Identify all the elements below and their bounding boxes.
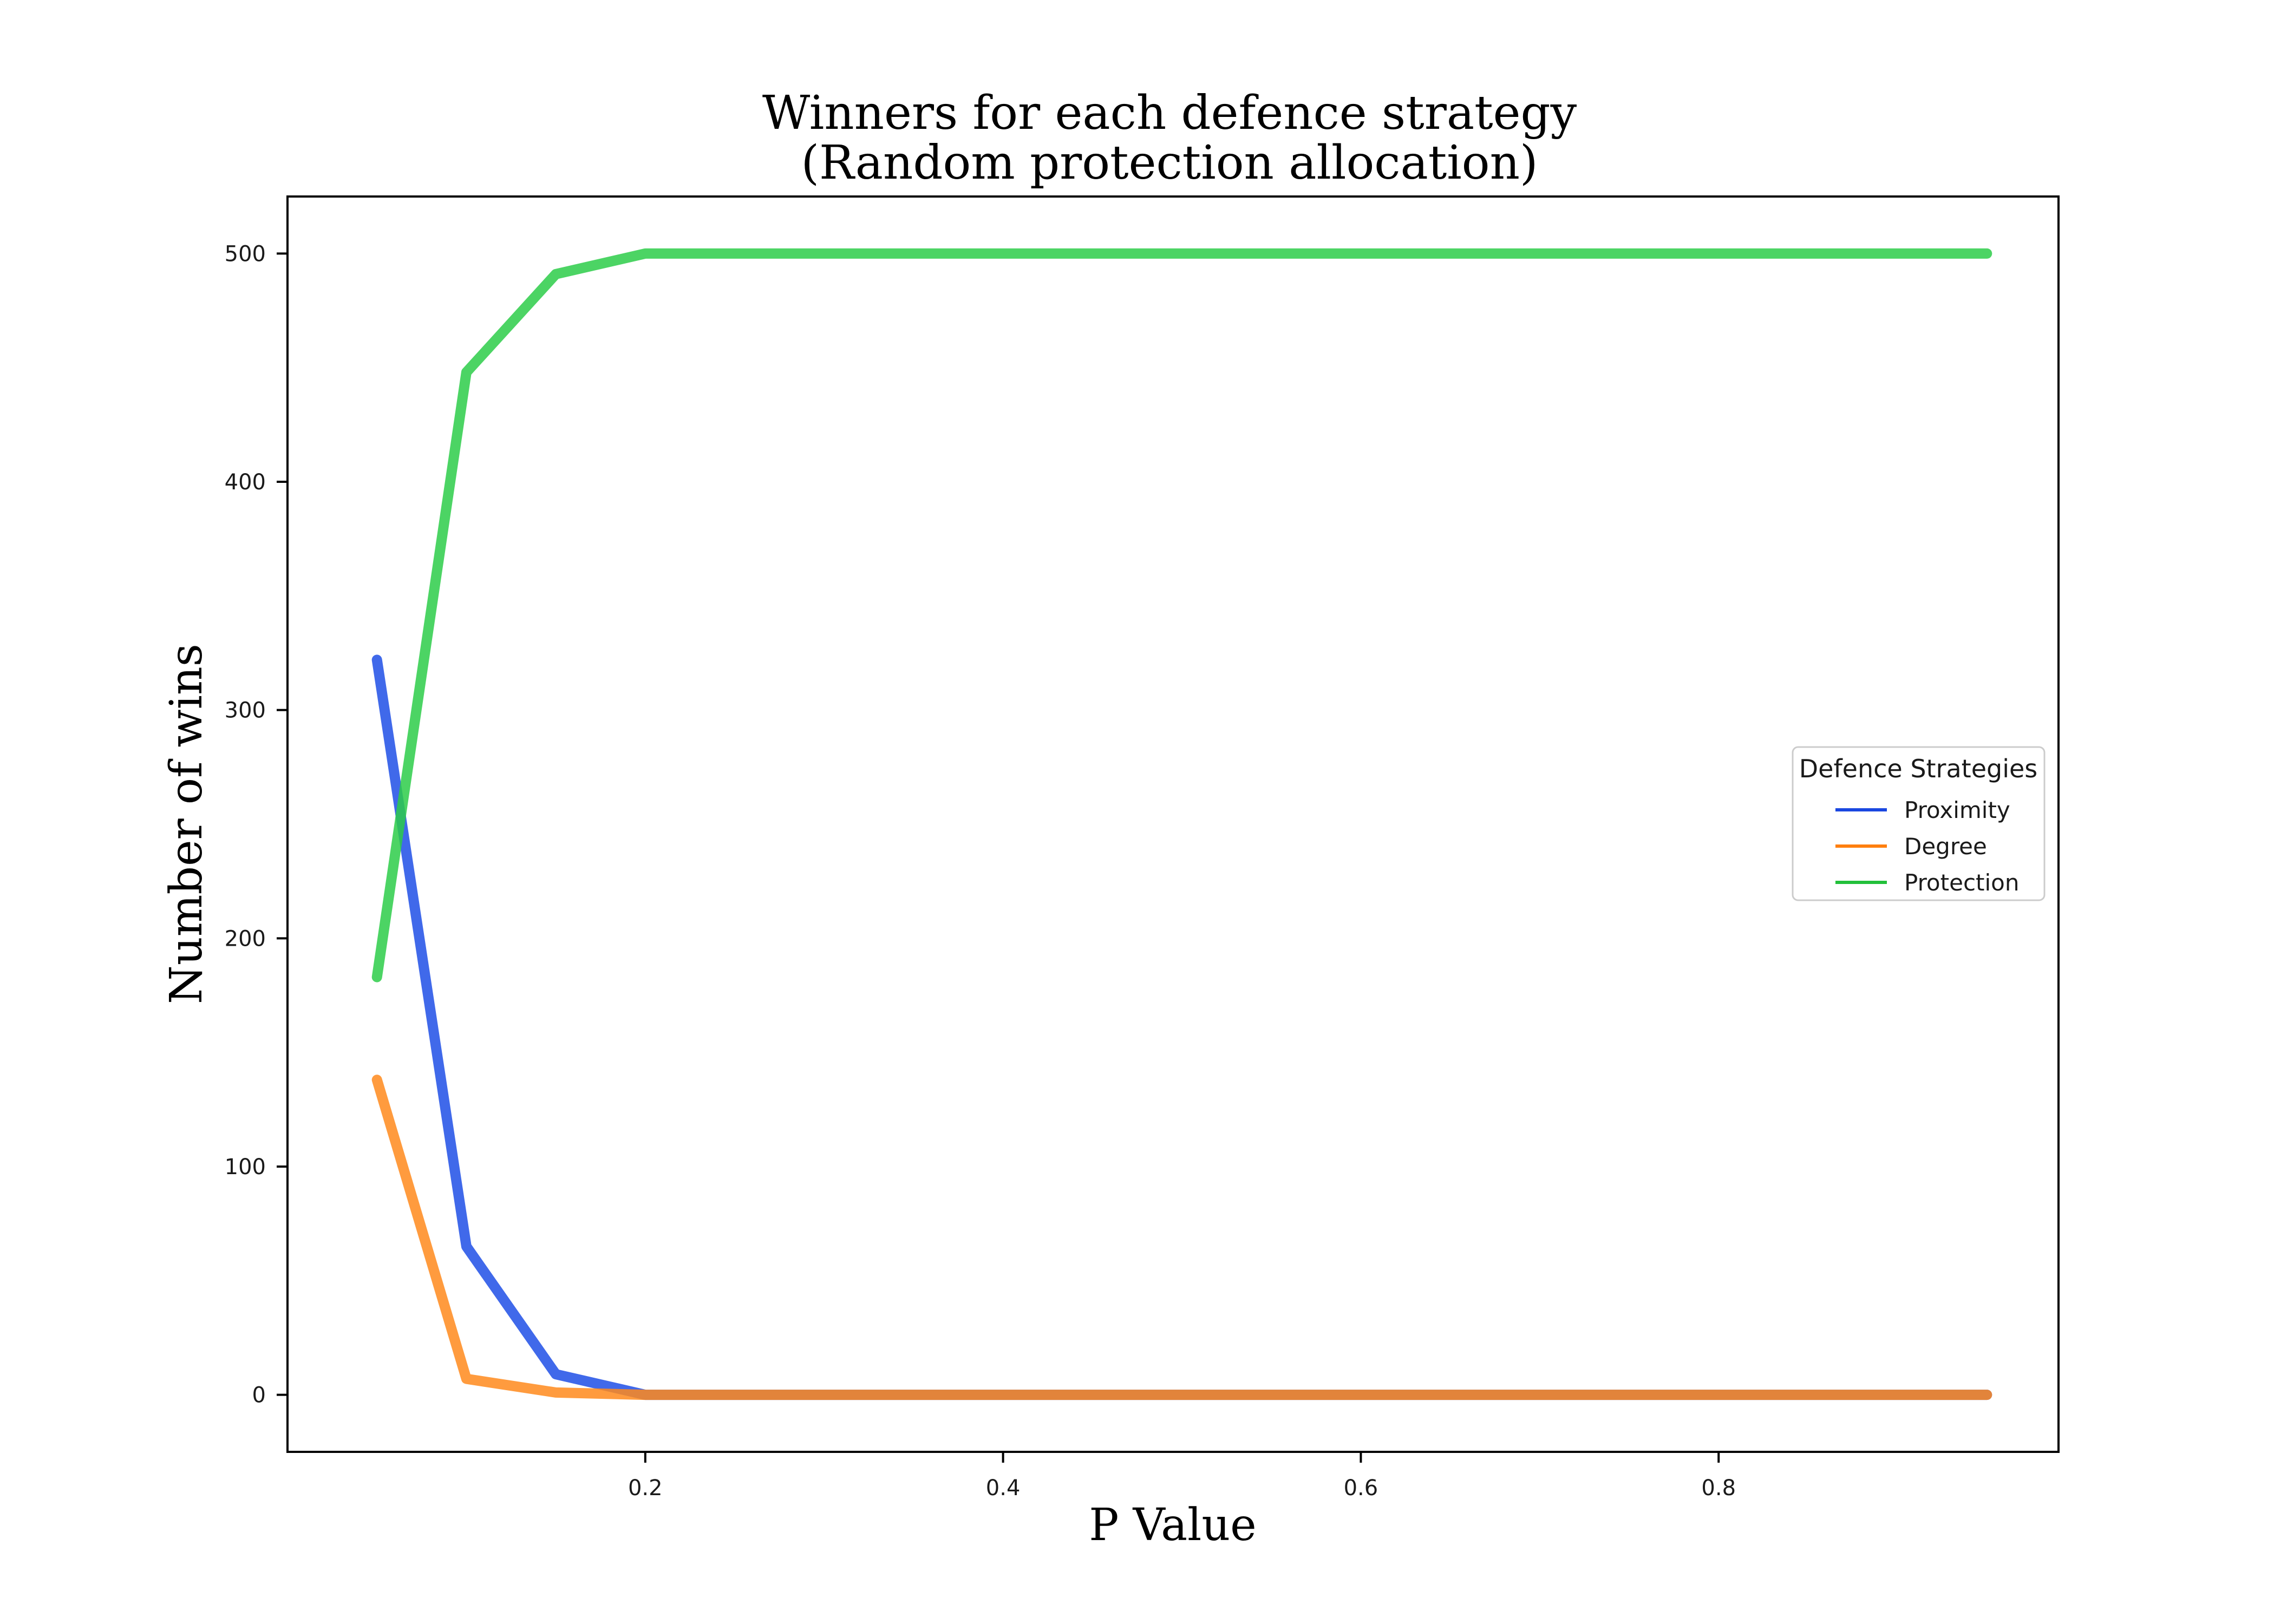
y-tick-label: 100 <box>225 1155 266 1180</box>
y-tick-label: 400 <box>225 470 266 495</box>
x-axis-label: P Value <box>1089 1499 1256 1551</box>
legend-box <box>1792 746 2046 901</box>
y-tick-label: 0 <box>252 1383 266 1408</box>
legend-label-proximity: Proximity <box>1904 797 2010 823</box>
axes-frame <box>286 195 2060 1453</box>
y-tick-label: 300 <box>225 698 266 723</box>
series-line-protection <box>371 248 1992 983</box>
y-tick-label: 200 <box>225 926 266 951</box>
legend-label-degree: Degree <box>1904 833 1987 860</box>
y-axis-ticks: 0 100 200 300 400 500 <box>225 241 287 1408</box>
chart-title-line-1: Winners for each defence strategy <box>762 86 1577 140</box>
x-tick-label: 0.2 <box>628 1476 663 1501</box>
plot-area <box>286 195 2060 1453</box>
x-tick-label: 0.8 <box>1701 1476 1736 1501</box>
y-axis-label: Number of wins <box>161 644 212 1004</box>
x-axis-ticks: 0.2 0.4 0.6 0.8 <box>628 1452 1736 1501</box>
legend-entries: Proximity Degree Protection <box>1835 797 2019 896</box>
y-tick-label: 500 <box>225 241 266 266</box>
series-lines <box>371 248 1992 1400</box>
series-line-degree <box>371 1075 1992 1400</box>
chart-title-line-2: (Random protection allocation) <box>801 136 1538 190</box>
x-tick-label: 0.6 <box>1344 1476 1378 1501</box>
legend-title: Defence Strategies <box>1799 754 2038 783</box>
legend: Defence Strategies Proximity Degree Protec… <box>1792 746 2046 901</box>
x-tick-label: 0.4 <box>986 1476 1021 1501</box>
legend-label-protection: Protection <box>1904 869 2019 896</box>
